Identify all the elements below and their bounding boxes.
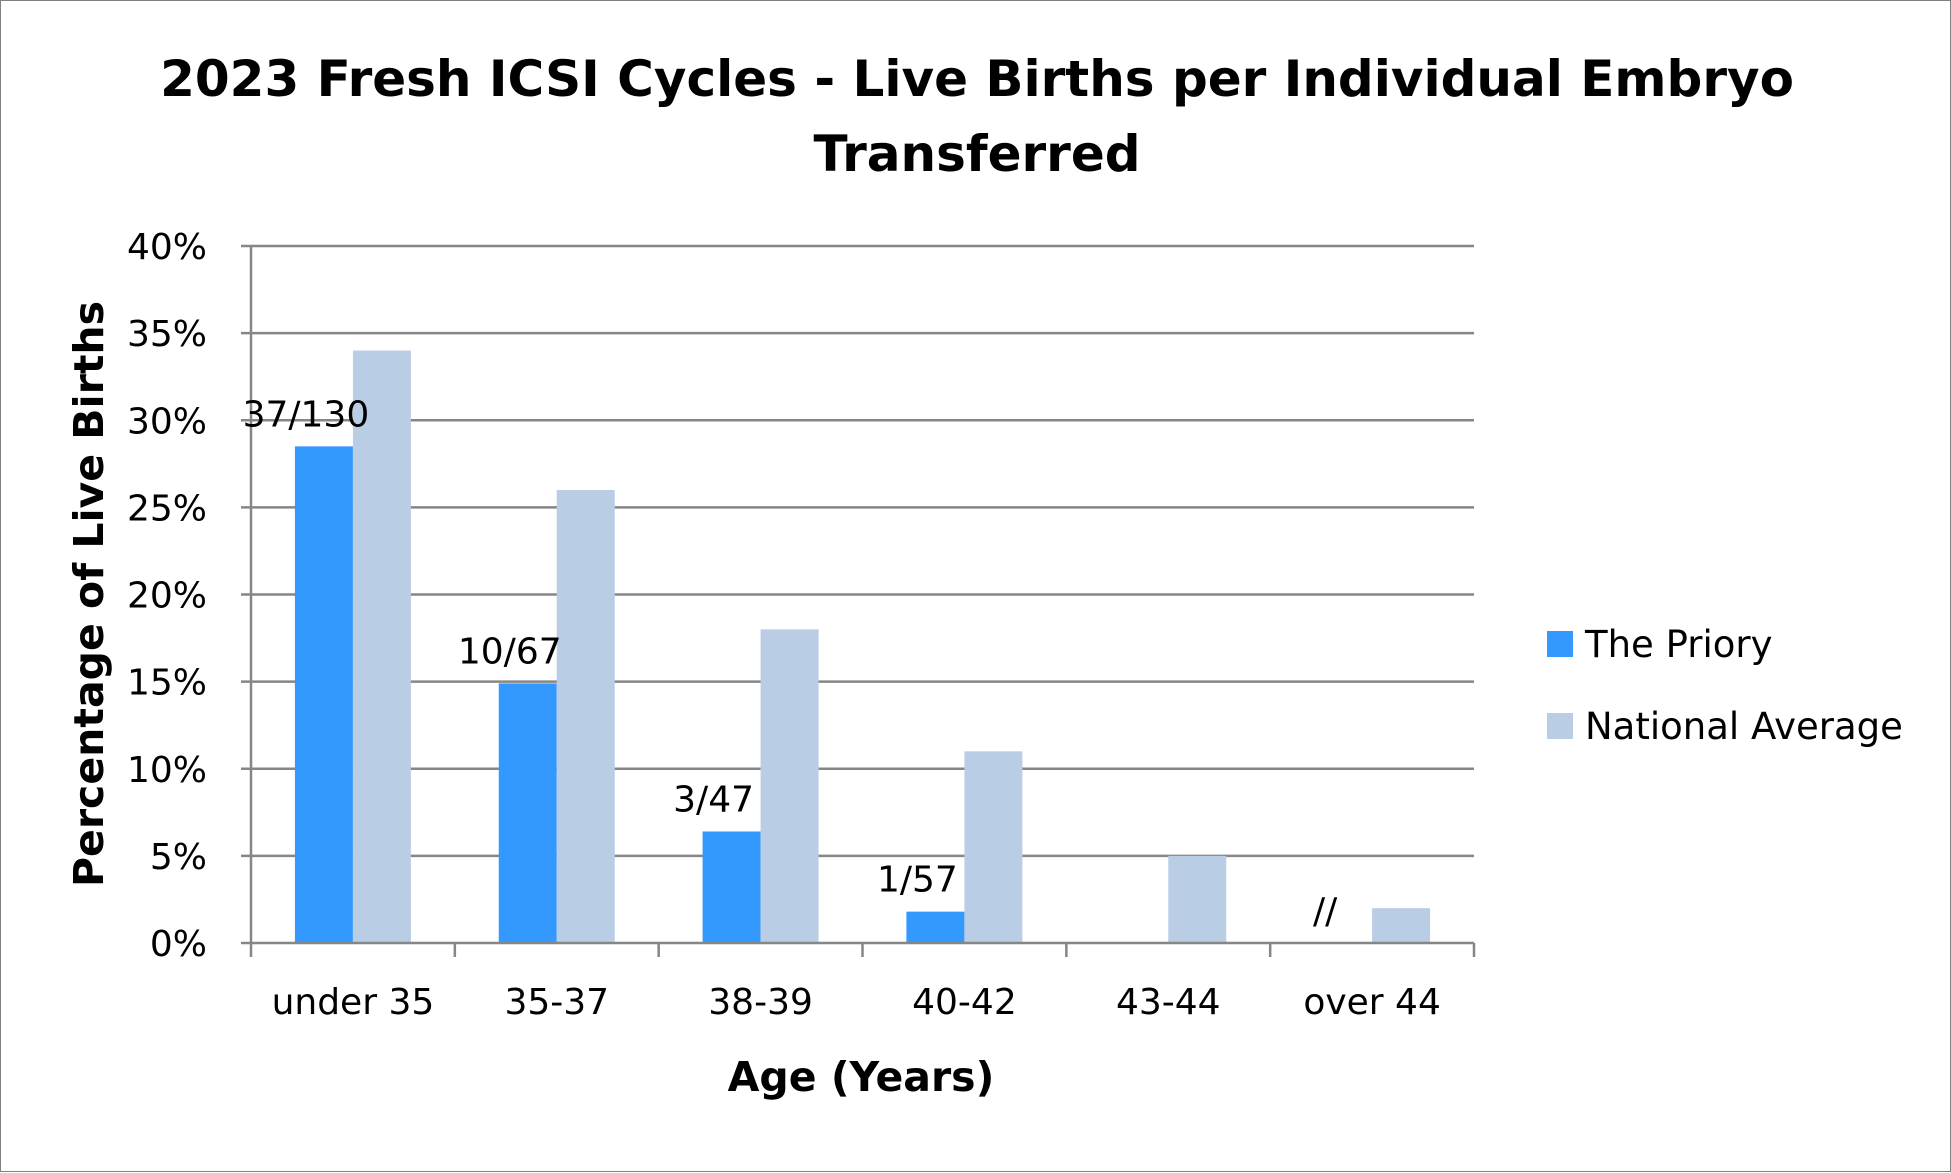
x-tick-label: 40-42: [912, 982, 1017, 1023]
y-tick-label: 5%: [150, 837, 207, 878]
x-tick-label: over 44: [1303, 982, 1441, 1023]
bar-priory-2: [703, 831, 761, 943]
x-tick-label: 35-37: [504, 982, 609, 1023]
legend-label: The Priory: [1584, 623, 1772, 666]
y-tick-label: 35%: [127, 314, 207, 355]
data-label: 3/47: [673, 779, 754, 820]
data-label: 10/67: [458, 631, 562, 672]
bar-national-4: [1168, 856, 1226, 943]
bar-national-5: [1372, 908, 1430, 943]
chart-title-line-1: 2023 Fresh ICSI Cycles - Live Births per…: [160, 50, 1794, 108]
y-tick-label: 10%: [127, 750, 207, 791]
y-tick-label: 0%: [150, 924, 207, 965]
gridlines: [251, 246, 1474, 856]
bar-national-1: [557, 490, 615, 943]
data-label: 37/130: [243, 394, 370, 435]
x-tick-label: under 35: [272, 982, 435, 1023]
y-tick-label: 20%: [127, 576, 207, 617]
y-axis-ticks: 0% 5% 10% 15% 20% 25% 30% 35% 40%: [127, 227, 251, 965]
x-tick-label: 38-39: [708, 982, 813, 1023]
bar-national-2: [761, 629, 819, 943]
x-axis-ticks: under 35 35-37 38-39 40-42 43-44 over 44: [251, 943, 1474, 1023]
x-axis-title: Age (Years): [728, 1053, 995, 1101]
bar-priory-3: [906, 912, 964, 943]
legend-swatch: [1547, 631, 1573, 657]
y-tick-label: 25%: [127, 488, 207, 529]
legend-label: National Average: [1585, 705, 1903, 748]
bar-national-3: [964, 751, 1022, 943]
data-label: 1/57: [877, 860, 958, 901]
bar-national-0: [353, 351, 411, 943]
y-axis-title: Percentage of Live Births: [65, 301, 113, 887]
x-tick-label: 43-44: [1116, 982, 1221, 1023]
legend: The Priory National Average: [1547, 623, 1903, 748]
bar-priory-1: [499, 683, 557, 943]
data-label: //: [1313, 891, 1338, 932]
y-tick-label: 15%: [127, 663, 207, 704]
bar-priory-0: [295, 446, 353, 943]
y-tick-label: 40%: [127, 227, 207, 268]
legend-swatch: [1547, 713, 1573, 739]
chart-title-line-2: Transferred: [813, 125, 1140, 183]
y-tick-label: 30%: [127, 401, 207, 442]
